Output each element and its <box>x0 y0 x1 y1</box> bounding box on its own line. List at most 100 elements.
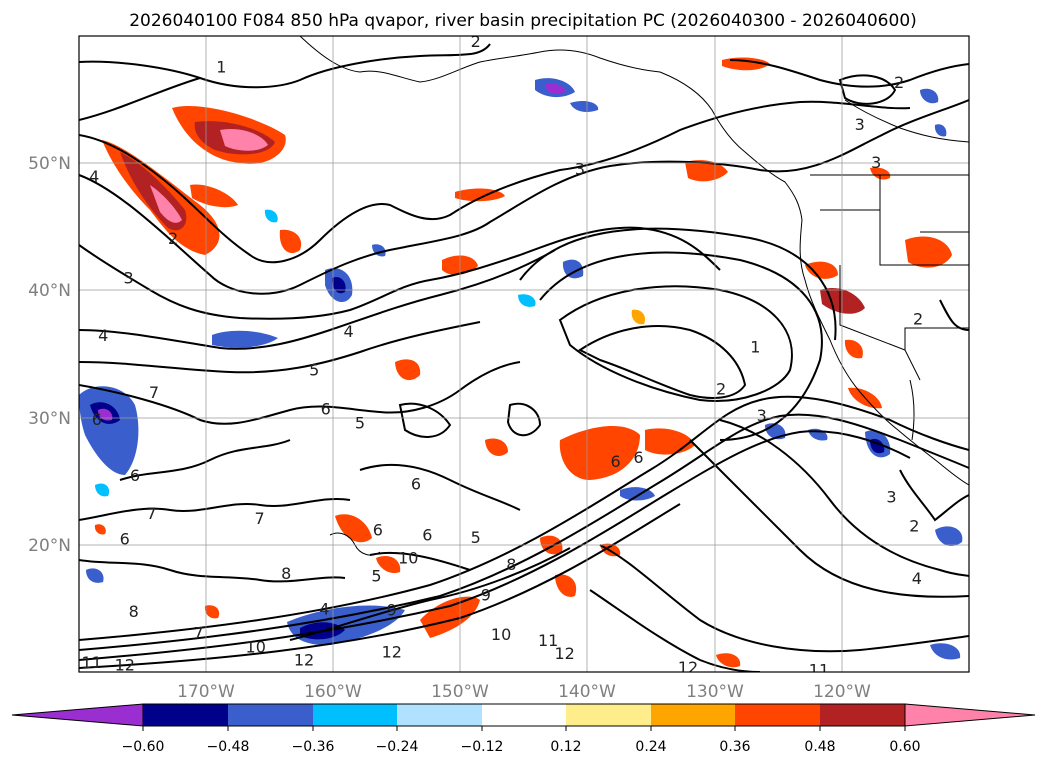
contour-label: 12 <box>678 658 698 677</box>
contour-label: 8 <box>129 602 139 621</box>
colorbar-segment <box>651 704 735 726</box>
shaded-area <box>570 100 599 112</box>
colorbar-label: −0.36 <box>292 739 335 755</box>
x-tick-label: 130°W <box>686 682 744 702</box>
shaded-area <box>264 209 278 223</box>
contour-line <box>79 503 681 669</box>
contour-label: 5 <box>471 528 481 547</box>
y-tick-label: 30°N <box>28 409 71 429</box>
contour-line <box>689 439 969 598</box>
shaded-area <box>86 568 104 583</box>
x-tick-label: 170°W <box>177 682 235 702</box>
contour-line <box>119 439 291 481</box>
contour-label: 6 <box>321 400 331 419</box>
shaded-area <box>930 643 961 660</box>
contour-label: 6 <box>610 452 620 471</box>
shaded-area <box>545 83 566 94</box>
map-frame <box>78 35 970 673</box>
contour-label: 3 <box>757 406 767 425</box>
contour-label: 6 <box>373 521 383 540</box>
contour-lines <box>79 43 969 672</box>
contour-line <box>359 463 521 511</box>
contour-label: 4 <box>343 322 353 341</box>
x-tick-label: 120°W <box>813 682 871 702</box>
contour-label: 12 <box>294 650 314 669</box>
colorbar-label: −0.12 <box>461 739 504 755</box>
chart-title: 2026040100 F084 850 hPa qvapor, river ba… <box>129 11 917 31</box>
shaded-area <box>631 309 646 325</box>
shaded-area <box>220 128 268 151</box>
contour-label: 10 <box>398 549 418 568</box>
x-tick-label: 140°W <box>558 682 616 702</box>
contour-line <box>939 299 969 331</box>
coastline <box>299 36 969 486</box>
shaded-area <box>279 229 302 254</box>
y-axis-ticks: 20°N 30°N 40°N 50°N <box>28 154 71 556</box>
shaded-area <box>844 339 863 359</box>
colorbar-frame <box>142 703 906 727</box>
contour-line <box>79 99 969 295</box>
contour-label: 5 <box>371 566 381 585</box>
shaded-area <box>562 259 584 279</box>
contour-label: 8 <box>506 555 516 574</box>
shaded-area <box>905 236 952 268</box>
colorbar-segment <box>820 704 905 726</box>
contour-label: 11 <box>809 660 829 679</box>
contour-label: 6 <box>130 466 140 485</box>
contour-label: 3 <box>855 115 865 134</box>
contour-label: 5 <box>309 360 319 379</box>
coastline <box>904 327 969 350</box>
contour-label: 1 <box>216 58 226 77</box>
shaded-area <box>190 184 238 208</box>
contour-line <box>589 589 761 672</box>
shaded-area <box>94 524 106 535</box>
contour-label: 9 <box>387 601 397 620</box>
contour-label: 3 <box>886 487 896 506</box>
contour-line <box>539 251 823 441</box>
contour-label: 2 <box>913 309 923 328</box>
contour-line <box>506 402 542 437</box>
colorbar-label: −0.60 <box>122 739 165 755</box>
contour-label: 1 <box>750 337 760 356</box>
shaded-area <box>420 596 480 638</box>
shaded-area <box>212 330 278 348</box>
contour-label: 6 <box>120 529 130 548</box>
contour-label: 5 <box>355 414 365 433</box>
shaded-area <box>335 514 372 543</box>
shaded-area <box>485 438 508 456</box>
contour-line <box>558 285 793 402</box>
contour-label: 2 <box>168 229 178 248</box>
contour-label: 4 <box>89 167 99 186</box>
contour-label: 3 <box>575 159 585 178</box>
shaded-area <box>805 261 838 279</box>
coastline <box>909 379 915 441</box>
shaded-area <box>95 483 110 497</box>
y-tick-label: 40°N <box>28 281 71 301</box>
contour-label: 2 <box>471 32 481 51</box>
shaded-area <box>934 124 947 137</box>
x-tick-label: 150°W <box>431 682 489 702</box>
colorbar-extend-low <box>11 703 144 727</box>
colorbar-label: 0.48 <box>804 739 835 755</box>
contour-label: 10 <box>246 638 266 657</box>
y-tick-label: 20°N <box>28 536 71 556</box>
shaded-area <box>935 526 963 546</box>
colorbar-label: 0.36 <box>719 739 750 755</box>
contour-label: 10 <box>491 625 511 644</box>
colorbar-label: −0.48 <box>207 739 250 755</box>
colorbar-segment <box>143 704 228 726</box>
contour-line <box>398 402 452 438</box>
contour-line <box>79 413 969 651</box>
contour-line <box>79 226 721 320</box>
contour-label: 2 <box>894 73 904 92</box>
shaded-area <box>716 653 741 668</box>
contour-line <box>838 74 897 105</box>
colorbar-segment <box>228 704 313 726</box>
contour-line <box>79 77 201 121</box>
contour-label: 9 <box>481 585 491 604</box>
colorbar-segment <box>482 704 566 726</box>
contour-label: 12 <box>555 644 575 663</box>
shaded-area <box>559 425 640 480</box>
x-axis-ticks: 170°W 160°W 150°W 140°W 130°W 120°W <box>177 682 871 702</box>
